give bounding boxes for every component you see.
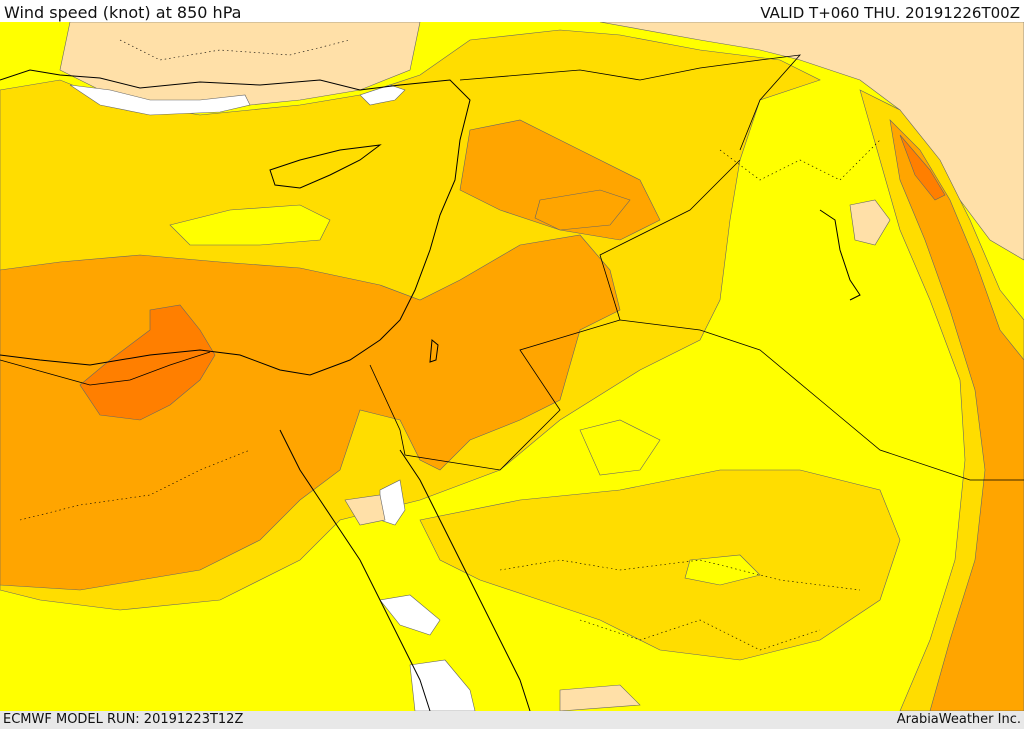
province-border-1 <box>19 449 251 521</box>
footer-bar: ECMWF MODEL RUN: 20191223T12Z ArabiaWeat… <box>0 711 1024 729</box>
field-moderate-south <box>419 469 901 661</box>
coastline-red-sea-west <box>279 429 431 711</box>
field-light-north <box>59 22 421 111</box>
valid-time: VALID T+060 THU. 20191226T00Z <box>760 4 1020 22</box>
wind-speed-map[interactable] <box>0 22 1024 711</box>
coastline-red-sea-east <box>399 449 531 711</box>
field-light-yellow-2 <box>579 419 661 476</box>
field-strong-iraq-jet <box>534 189 631 231</box>
map-canvas <box>0 22 1024 711</box>
coastline-dead-sea <box>429 339 439 363</box>
field-strong-east <box>889 119 1024 711</box>
province-border-2 <box>499 559 861 591</box>
country-border-saudi-iraq <box>619 319 1024 481</box>
model-run-label: ECMWF MODEL RUN: 20191223T12Z <box>3 712 244 727</box>
coastline-cyprus <box>269 144 382 189</box>
coastline-turkey <box>0 69 401 91</box>
credit-label: ArabiaWeather Inc. <box>896 712 1021 727</box>
country-border-egypt-libya <box>0 351 211 386</box>
province-border-5 <box>579 619 821 651</box>
coastline-gulf <box>819 209 861 301</box>
field-light-yellow-1 <box>169 204 331 246</box>
field-light-east-patch <box>849 199 891 246</box>
field-light-south-patch <box>559 684 641 711</box>
header-bar: Wind speed (knot) at 850 hPa VALID T+060… <box>0 0 1024 22</box>
field-calm-redsea <box>379 594 441 636</box>
field-verystrong-core <box>79 304 216 421</box>
country-border-levant <box>369 159 741 471</box>
map-title: Wind speed (knot) at 850 hPa <box>4 3 242 22</box>
field-light-redsea-patch <box>344 494 386 526</box>
country-border-syria-iraq <box>459 54 802 151</box>
province-border-3 <box>719 139 881 181</box>
coastline-mediterranean <box>0 79 471 376</box>
field-verystrong-east <box>899 134 946 201</box>
field-calm-aegean <box>69 84 251 116</box>
field-light-yellow-3 <box>684 554 761 586</box>
